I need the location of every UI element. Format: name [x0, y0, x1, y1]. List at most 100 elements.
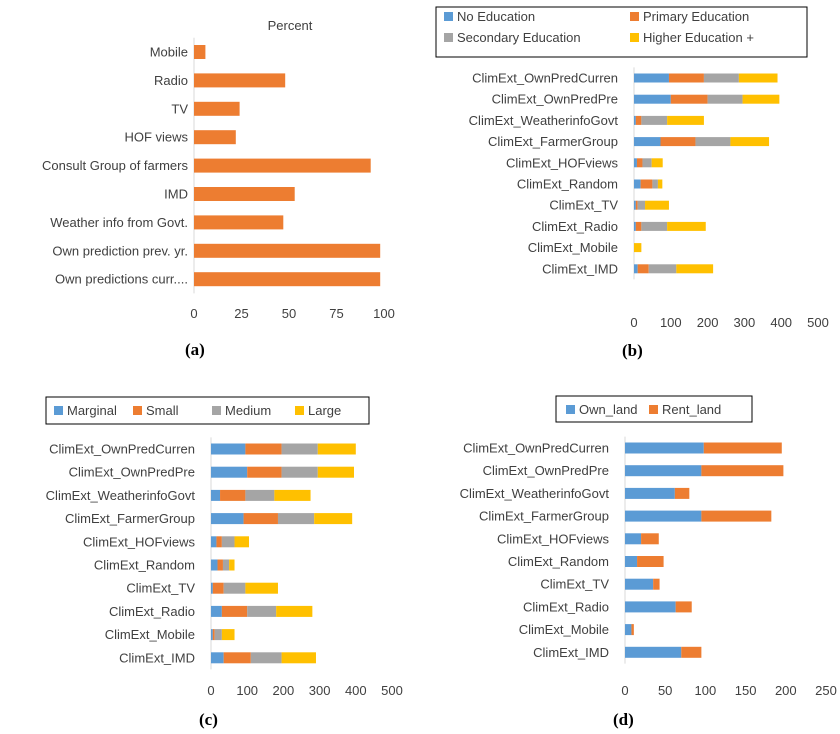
bar-segment	[211, 652, 224, 664]
x-tick-label: 200	[273, 683, 295, 698]
bar-segment	[211, 559, 218, 571]
x-tick-label: 0	[621, 683, 628, 698]
category-label: Mobile	[150, 45, 188, 60]
legend-entry: Large	[308, 403, 341, 418]
bar-segment	[194, 187, 295, 201]
bar-segment	[634, 200, 636, 210]
bar-segment	[636, 158, 643, 168]
bar-segment	[194, 130, 236, 145]
category-label: ClimExt_IMD	[119, 650, 195, 665]
legend-swatch	[649, 405, 658, 414]
bar-segment	[634, 243, 642, 253]
x-tick-label: 200	[697, 315, 719, 330]
bar-segment	[634, 179, 641, 189]
bar-segment	[211, 582, 213, 594]
bar-segment	[314, 513, 353, 525]
bar-segment	[221, 536, 235, 548]
bar-segment	[635, 115, 642, 125]
bar-segment	[625, 601, 676, 613]
bar-segment	[277, 513, 315, 525]
category-label: ClimExt_Mobile	[528, 240, 618, 255]
category-label: ClimExt_Random	[94, 558, 195, 573]
legend-box	[555, 395, 753, 423]
category-label: TV	[171, 101, 188, 116]
x-tick-label: 400	[345, 683, 367, 698]
bar-segment	[701, 510, 772, 522]
bar-segment	[220, 489, 246, 501]
bar-segment	[695, 137, 731, 147]
category-label: Weather info from Govt.	[50, 215, 188, 230]
category-label: ClimExt_OwnPredPre	[69, 465, 195, 480]
bar-segment	[651, 158, 663, 168]
chart-a: Percent Mobile Radio TV HOF views Consult Gro…	[42, 18, 395, 359]
category-label: HOF views	[124, 130, 188, 145]
bar-segment	[212, 629, 215, 641]
bar-segment	[194, 101, 240, 116]
bar-segment	[245, 443, 282, 455]
bar-segment	[634, 264, 638, 274]
x-tick-label: 100	[373, 306, 395, 321]
category-label: ClimExt_IMD	[542, 261, 618, 276]
bar-segment	[641, 221, 668, 231]
bar-segment	[281, 652, 316, 664]
category-label: Consult Group of farmers	[42, 158, 188, 173]
bar-segment	[625, 442, 704, 454]
legend-swatch	[54, 406, 63, 415]
category-label: ClimExt_Radio	[523, 599, 609, 614]
bar-segment	[211, 629, 213, 641]
bar-segment	[194, 45, 206, 59]
legend-entry: No Education	[457, 9, 535, 24]
category-label: ClimExt_Random	[517, 177, 618, 192]
panel-label: (d)	[613, 710, 634, 729]
category-label: ClimExt_WeatherinfoGovt	[46, 488, 196, 503]
x-tick-label: 50	[658, 683, 672, 698]
legend-swatch	[133, 406, 142, 415]
bar-segment	[247, 466, 282, 478]
category-label: ClimExt_OwnPredCurren	[49, 442, 195, 457]
bar-segment	[637, 200, 646, 210]
legend-entry: Small	[146, 403, 179, 418]
bar-segment	[211, 443, 246, 455]
bar-segment	[635, 200, 638, 210]
bar-segment	[703, 73, 739, 83]
category-label: ClimExt_TV	[540, 577, 609, 592]
bar-segment	[234, 536, 250, 548]
bar-segment	[707, 94, 743, 104]
bar-segment	[652, 179, 658, 189]
category-label: ClimExt_Random	[508, 554, 609, 569]
bar-segment	[667, 221, 706, 231]
bar-segment	[642, 158, 652, 168]
bar-segment	[317, 466, 354, 478]
x-tick-label: 500	[381, 683, 403, 698]
chart-title: Percent	[268, 18, 313, 33]
x-tick-label: 500	[807, 315, 829, 330]
bar-segment	[625, 465, 702, 477]
legend-entry: Own_land	[579, 402, 638, 417]
bar-segment	[222, 559, 230, 571]
chart-d: Own_land Rent_land ClimExt_OwnPredCurren Cl…	[460, 395, 837, 729]
legend-entry: Secondary Education	[457, 30, 581, 45]
bar-segment	[229, 559, 235, 571]
bar-segment	[701, 465, 784, 477]
legend-entry: Primary Education	[643, 9, 749, 24]
x-tick-label: 150	[735, 683, 757, 698]
x-tick-label: 75	[329, 306, 343, 321]
bar-segment	[742, 94, 780, 104]
category-label: ClimExt_OwnPredCurren	[472, 71, 618, 86]
bar-segment	[637, 264, 649, 274]
category-label: ClimExt_Radio	[532, 219, 618, 234]
bar-segment	[681, 646, 702, 658]
chart-c: Marginal Small Medium Large ClimExt_OwnPredC…	[45, 396, 403, 729]
category-label: ClimExt_HOFviews	[506, 155, 618, 170]
bar-segment	[730, 137, 770, 147]
bar-segment	[247, 605, 277, 617]
legend-swatch	[212, 406, 221, 415]
category-label: ClimExt_WeatherinfoGovt	[460, 486, 610, 501]
x-tick-label: 300	[734, 315, 756, 330]
bar-segment	[738, 73, 778, 83]
category-label: ClimExt_WeatherinfoGovt	[469, 113, 619, 128]
bar-segment	[281, 443, 318, 455]
bar-segment	[212, 582, 224, 594]
bar-segment	[668, 73, 704, 83]
